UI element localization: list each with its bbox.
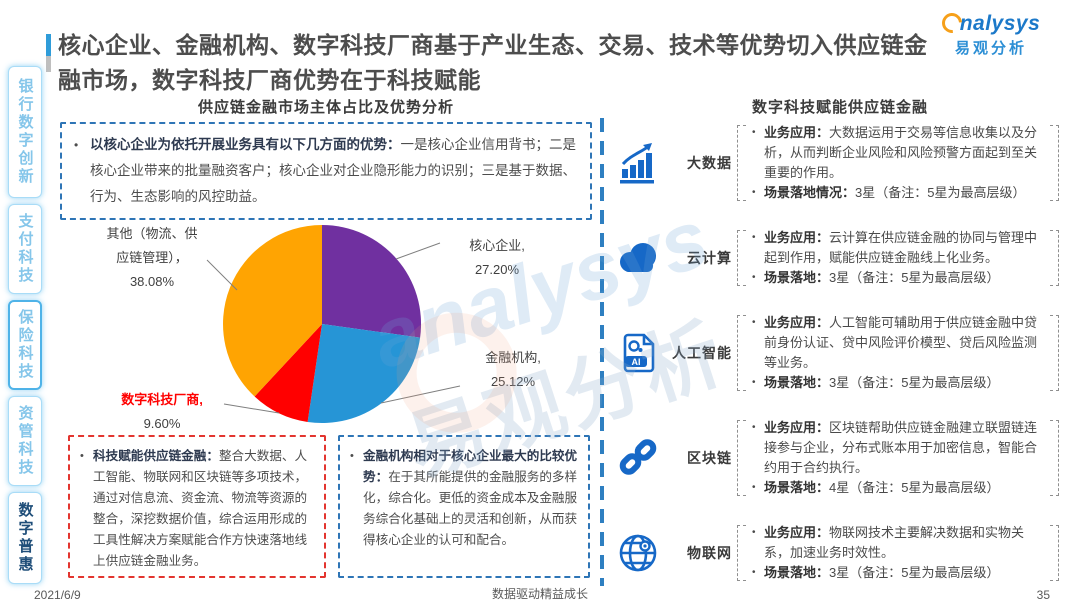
iot-icon [610, 530, 666, 576]
leader-line-other [206, 259, 238, 291]
bracket-left [737, 125, 746, 201]
tech-row-label: 区块链 [687, 450, 732, 466]
pie-slice-3 [223, 225, 322, 397]
tech-row-bullets: • 业务应用：云计算在供应链金融的协同与管理中起到作用，赋能供应链金融线上化业务。… [752, 230, 1038, 285]
svg-text:AI: AI [632, 357, 641, 367]
tech-row-label: 云计算 [687, 250, 732, 266]
sidebar-item-payment-tech[interactable]: 支付科技 [8, 204, 42, 294]
tech-row-bullets: • 业务应用：区块链帮助供应链金融建立联盟链连接参与企业，分布式账本用于加密信息，… [752, 420, 1038, 495]
sidebar-item-asset-mgmt-tech[interactable]: 资管科技 [8, 396, 42, 486]
bottom-notes: • 科技赋能供应链金融：整合大数据、人工智能、物联网和区块链等多项技术，通过对信… [68, 435, 592, 578]
pie-label-other: 其他（物流、供 应链管理）， 38.08% [106, 226, 198, 289]
leader-line-tech [223, 403, 280, 414]
bracket-right [1050, 230, 1059, 286]
right-section: 数字科技赋能供应链金融 [610, 96, 1070, 581]
big-data-icon [610, 140, 666, 186]
accent-blue-segment [46, 34, 51, 56]
pie-chart-svg [206, 225, 461, 424]
logo-brand-en: nalysys [959, 12, 1041, 35]
bullet-dot: • [74, 138, 79, 152]
cloud-computing-icon [610, 235, 666, 281]
analysys-logo: nalysys 易观分析 [932, 8, 1050, 58]
leader-lines [206, 242, 461, 414]
page-number: 35 [1036, 588, 1050, 602]
bracket-right [1050, 420, 1059, 496]
tech-row-iot: 物联网 • 业务应用：物联网技术主要解决数据和实物关系，加速业务时效性。 • 场景落… [610, 522, 1070, 584]
bracket-right [1050, 525, 1059, 581]
financial-institution-note-text: 金融机构相对于核心企业最大的比较优势：在于其所能提供的金融服务的多样化，综合化。… [363, 449, 578, 547]
pie-slice-2 [254, 324, 322, 422]
sidebar: 银行数字创新 支付科技 保险科技 资管科技 数字普惠 [8, 66, 44, 584]
tech-row-label: 物联网 [687, 545, 732, 561]
leader-line-financial [380, 385, 461, 404]
pie-chart: 其他（物流、供 应链管理）， 38.08% 核心企业, 27.20% 金融机构,… [60, 220, 592, 432]
tech-row-big-data: 大数据 • 业务应用：大数据运用于交易等信息收集以及分析，从而判断企业风险和风险预… [610, 122, 1070, 204]
financial-institution-note-box: • 金融机构相对于核心企业最大的比较优势：在于其所能提供的金融服务的多样化，综合… [338, 435, 590, 578]
pie-label-digital-tech-vendor: 数字科技厂商, 9.60% [121, 392, 203, 431]
pie-label-core-enterprise: 核心企业, 27.20% [469, 238, 525, 277]
tech-row-ai: AI 人工智能 • 业务应用：人工智能可辅助用于供应链金融中贷前身份认证、贷中风险… [610, 312, 1070, 394]
bullet-dot: • [350, 450, 354, 462]
blockchain-icon [610, 435, 666, 481]
sidebar-item-insurance-tech[interactable]: 保险科技 [8, 300, 42, 390]
sidebar-item-bank-digital[interactable]: 银行数字创新 [8, 66, 42, 198]
tech-rows: 大数据 • 业务应用：大数据运用于交易等信息收集以及分析，从而判断企业风险和风险预… [610, 122, 1070, 584]
core-enterprise-note-box: • 以核心企业为依托开展业务具有以下几方面的优势：一是核心企业信用背书；二是核心… [60, 122, 592, 220]
bracket-right [1050, 125, 1059, 201]
footer-slogan: 数据驱动精益成长 [491, 587, 588, 601]
tech-empowerment-note-text: 科技赋能供应链金融：整合大数据、人工智能、物联网和区块链等多项技术，通过对信息流… [93, 449, 308, 568]
bracket-left [737, 230, 746, 286]
sidebar-item-digital-inclusion[interactable]: 数字普惠 [8, 492, 42, 584]
footer-date: 2021/6/9 [34, 588, 81, 602]
bracket-left [737, 420, 746, 496]
left-section-title: 供应链金融市场主体占比及优势分析 [197, 99, 454, 116]
right-section-title: 数字科技赋能供应链金融 [751, 99, 928, 116]
leader-line-core [395, 242, 441, 260]
core-enterprise-note-text: 以核心企业为依托开展业务具有以下几方面的优势：一是核心企业信用背书；二是核心企业… [90, 137, 576, 204]
tech-row-bullets: • 业务应用：大数据运用于交易等信息收集以及分析，从而判断企业风险和风险预警方面起… [752, 125, 1038, 200]
tech-row-cloud: 云计算 • 业务应用：云计算在供应链金融的协同与管理中起到作用，赋能供应链金融线上… [610, 227, 1070, 289]
title-accent-bar [46, 34, 51, 72]
section-divider [600, 118, 604, 586]
pie-slice-1 [307, 324, 421, 424]
pie-slice-0 [322, 225, 422, 338]
bullet-dot: • [80, 450, 84, 462]
tech-empowerment-note-box: • 科技赋能供应链金融：整合大数据、人工智能、物联网和区块链等多项技术，通过对信… [68, 435, 326, 578]
bracket-left [737, 315, 746, 391]
ai-icon: AI [610, 330, 666, 376]
tech-row-blockchain: 区块链 • 业务应用：区块链帮助供应链金融建立联盟链连接参与企业，分布式账本用于加… [610, 417, 1070, 499]
tech-row-label: 大数据 [687, 155, 732, 171]
page-title: 核心企业、金融机构、数字科技厂商基于产业生态、交易、技术等优势切入供应链金融市场… [58, 32, 928, 93]
tech-row-bullets: • 业务应用：人工智能可辅助用于供应链金融中贷前身份认证、贷中风险评价模型、贷后风… [752, 315, 1038, 390]
accent-gray-segment [46, 56, 51, 72]
pie-label-financial-institution: 金融机构, 25.12% [485, 350, 541, 389]
left-section: 供应链金融市场主体占比及优势分析 • 以核心企业为依托开展业务具有以下几方面的优… [60, 96, 592, 584]
pie-slices [223, 225, 422, 424]
tech-row-label: 人工智能 [672, 345, 732, 361]
tech-row-bullets: • 业务应用：物联网技术主要解决数据和实物关系，加速业务时效性。 • 场景落地：3星… [752, 525, 1025, 580]
bracket-right [1050, 315, 1059, 391]
logo-brand-cn: 易观分析 [954, 40, 1027, 57]
bracket-left [737, 525, 746, 581]
